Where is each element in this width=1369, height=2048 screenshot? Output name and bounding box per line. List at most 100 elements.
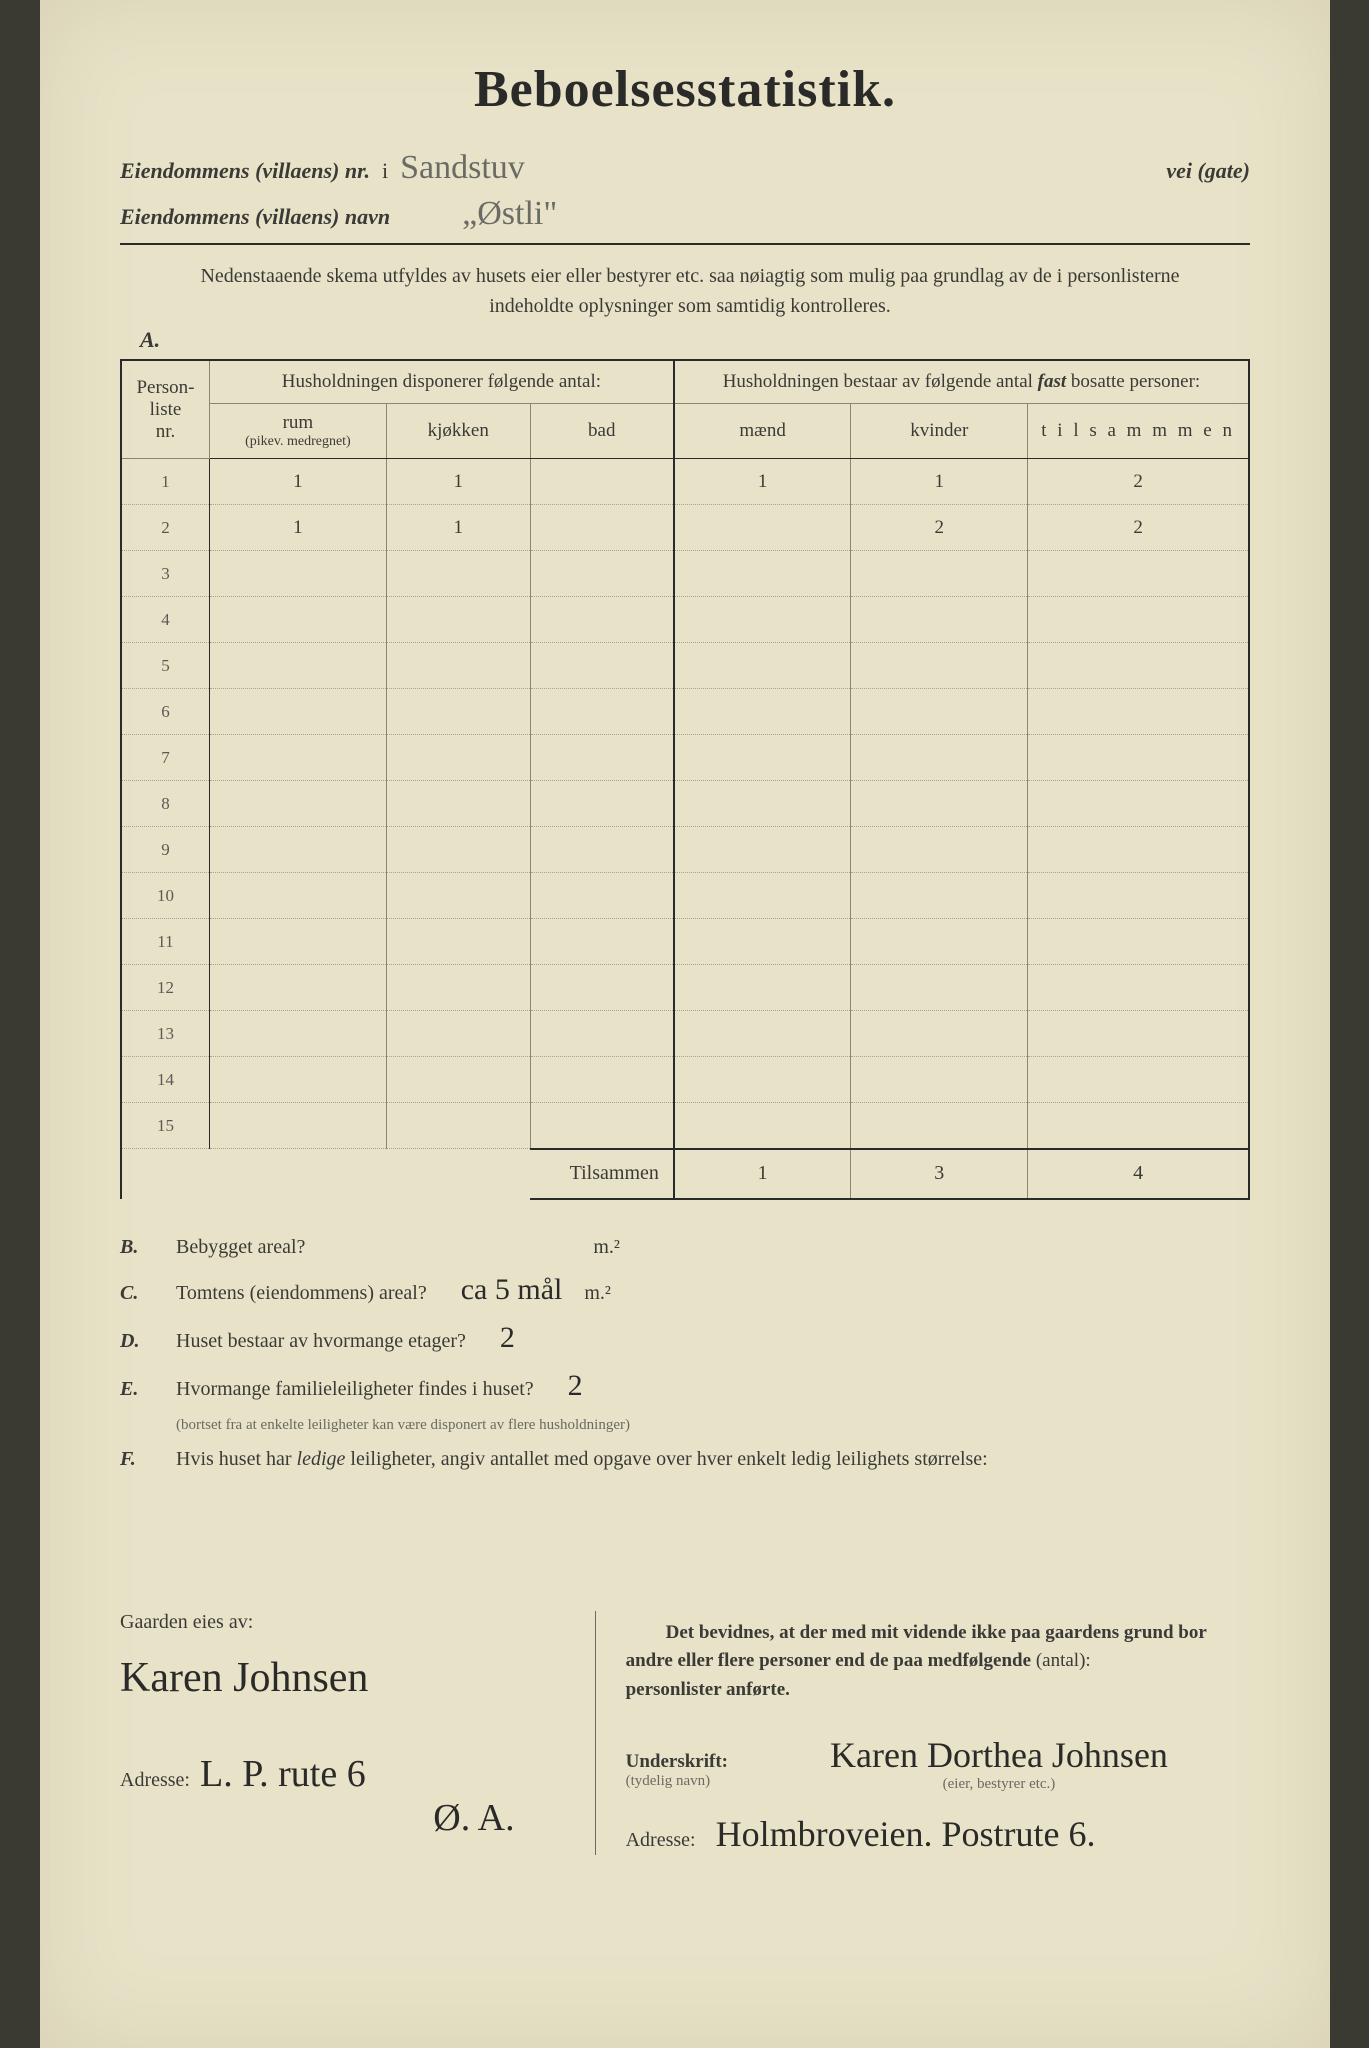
total-tilsammen: 4: [1028, 1149, 1249, 1199]
cell-kjokken: [386, 735, 530, 781]
cell-kjokken: [386, 919, 530, 965]
row-nr: 9: [121, 827, 209, 873]
cell-maend: [674, 827, 851, 873]
right-addr-label: Adresse:: [626, 1829, 696, 1852]
cell-bad: [530, 781, 674, 827]
cell-maend: [674, 505, 851, 551]
cell-maend: [674, 919, 851, 965]
table-row: 9: [121, 827, 1249, 873]
cell-kjokken: [386, 965, 530, 1011]
cell-kjokken: [386, 689, 530, 735]
cell-maend: [674, 873, 851, 919]
cell-tilsammen: [1028, 1103, 1249, 1149]
table-row: 5: [121, 643, 1249, 689]
property-name-label: Eiendommens (villaens) navn: [120, 204, 390, 230]
table-row: 12: [121, 965, 1249, 1011]
signature-block: Gaarden eies av: Karen Johnsen Adresse: …: [120, 1611, 1250, 1856]
scanned-page: Beboelsesstatistik. Eiendommens (villaen…: [40, 0, 1330, 2048]
cell-kvinder: [851, 827, 1028, 873]
property-nr-value: i: [382, 158, 388, 184]
cell-tilsammen: [1028, 873, 1249, 919]
row-nr: 3: [121, 551, 209, 597]
property-nr-label: Eiendommens (villaens) nr.: [120, 158, 370, 184]
cell-tilsammen: [1028, 965, 1249, 1011]
total-blank2: [209, 1149, 386, 1199]
cell-maend: [674, 689, 851, 735]
row-nr: 7: [121, 735, 209, 781]
cell-tilsammen: [1028, 551, 1249, 597]
q-d-letter: D.: [120, 1330, 162, 1353]
attest-block: Det bevidnes, at der med mit vidende ikk…: [595, 1611, 1250, 1856]
cell-maend: [674, 1011, 851, 1057]
q-b-unit: m.²: [593, 1236, 620, 1259]
table-row: 4: [121, 597, 1249, 643]
col-group-left: Husholdningen disponerer følgende antal:: [209, 360, 673, 404]
section-a-head: Nedenstaaende skema utfyldes av husets e…: [120, 261, 1250, 335]
cell-bad: [530, 643, 674, 689]
cell-bad: [530, 1011, 674, 1057]
q-f-text: Hvis huset har ledige leiligheter, angiv…: [176, 1448, 988, 1471]
underskrift-label: Underskrift:: [626, 1751, 728, 1773]
cell-bad: [530, 965, 674, 1011]
page-title: Beboelsesstatistik.: [120, 60, 1250, 119]
cell-bad: [530, 827, 674, 873]
table-row: 10: [121, 873, 1249, 919]
cell-tilsammen: [1028, 597, 1249, 643]
cell-bad: [530, 735, 674, 781]
attest-text: Det bevidnes, at der med mit vidende ikk…: [626, 1619, 1250, 1705]
cell-kvinder: [851, 597, 1028, 643]
q-d-ans: 2: [500, 1321, 515, 1355]
cell-rum: [209, 1011, 386, 1057]
cell-bad: [530, 597, 674, 643]
col-bad: bad: [530, 404, 674, 459]
owner-addr: L. P. rute 6: [200, 1752, 366, 1796]
cell-tilsammen: [1028, 781, 1249, 827]
cell-rum: [209, 781, 386, 827]
cell-kjokken: [386, 781, 530, 827]
cell-maend: [674, 965, 851, 1011]
cell-bad: [530, 689, 674, 735]
col-personliste: Person- liste nr.: [121, 360, 209, 459]
rule-top: [120, 243, 1250, 245]
cell-kvinder: [851, 551, 1028, 597]
cell-bad: [530, 459, 674, 505]
cell-kjokken: 1: [386, 505, 530, 551]
cell-rum: [209, 735, 386, 781]
underskrift-sub: (tydelig navn): [626, 1773, 728, 1790]
cell-kvinder: [851, 873, 1028, 919]
cell-kvinder: [851, 1011, 1028, 1057]
cell-bad: [530, 1057, 674, 1103]
total-maend: 1: [674, 1149, 851, 1199]
table-row: 3: [121, 551, 1249, 597]
row-nr: 13: [121, 1011, 209, 1057]
q-c-letter: C.: [120, 1282, 162, 1305]
cell-kvinder: [851, 965, 1028, 1011]
cell-maend: [674, 1057, 851, 1103]
cell-bad: [530, 551, 674, 597]
cell-kvinder: [851, 643, 1028, 689]
row-nr: 11: [121, 919, 209, 965]
cell-rum: [209, 919, 386, 965]
property-name-value: „Østli": [462, 195, 557, 233]
q-e-subnote: (bortset fra at enkelte leiligheter kan …: [176, 1417, 1250, 1434]
cell-bad: [530, 1103, 674, 1149]
question-c: C. Tomtens (eiendommens) areal? ca 5 mål…: [120, 1273, 1250, 1307]
col-group-right: Husholdningen bestaar av følgende antal …: [674, 360, 1249, 404]
row-nr: 15: [121, 1103, 209, 1149]
question-e: E. Hvormange familieleiligheter findes i…: [120, 1369, 1250, 1434]
street-handwritten: Sandstuv: [400, 149, 525, 187]
cell-maend: [674, 781, 851, 827]
total-kvinder: 3: [851, 1149, 1028, 1199]
cell-bad: [530, 873, 674, 919]
cell-tilsammen: 2: [1028, 505, 1249, 551]
question-f: F. Hvis huset har ledige leiligheter, an…: [120, 1448, 1250, 1471]
cell-kjokken: [386, 643, 530, 689]
cell-maend: 1: [674, 459, 851, 505]
table-row: 13: [121, 1011, 1249, 1057]
row-nr: 8: [121, 781, 209, 827]
cell-kvinder: [851, 781, 1028, 827]
q-c-ans: ca 5 mål: [461, 1273, 563, 1307]
cell-kjokken: [386, 1011, 530, 1057]
cell-kvinder: [851, 919, 1028, 965]
cell-rum: [209, 965, 386, 1011]
